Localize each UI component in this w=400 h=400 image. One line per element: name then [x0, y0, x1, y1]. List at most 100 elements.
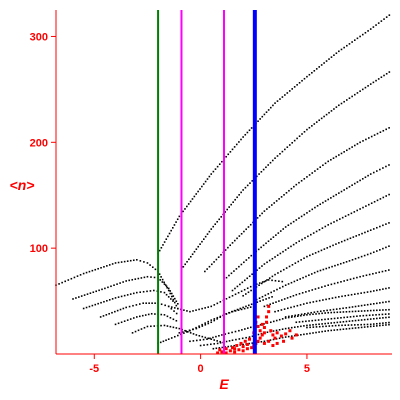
series-15-point	[164, 304, 166, 307]
series-10-point	[324, 318, 326, 321]
series-1-point	[359, 90, 361, 92]
highlight-point	[262, 331, 266, 335]
series-7-point	[375, 272, 377, 274]
series-12-point	[175, 304, 178, 307]
series-2-point	[227, 246, 229, 249]
series-21-point	[385, 316, 387, 319]
series-21-point	[348, 320, 351, 322]
series-5-point	[285, 267, 288, 269]
series-22-point	[306, 333, 308, 335]
series-8-point	[280, 309, 283, 311]
series-3-point	[388, 164, 390, 166]
series-4-point	[301, 238, 303, 241]
series-21-point	[257, 333, 260, 336]
series-3-point	[250, 254, 253, 257]
series-1-point	[330, 110, 333, 112]
series-10-point	[349, 316, 352, 318]
series-20-point	[366, 309, 369, 312]
series-21-point	[199, 344, 202, 347]
series-16-point	[120, 321, 123, 324]
series-18-point	[228, 296, 231, 299]
series-12-point	[151, 266, 154, 269]
series-21-point	[339, 321, 342, 323]
series-1-point	[204, 235, 207, 238]
series-5-point	[274, 273, 276, 276]
series-16-point	[123, 320, 126, 322]
series-20-point	[297, 315, 299, 317]
series-5-point	[300, 259, 302, 261]
series-1-point	[353, 93, 356, 96]
series-2-point	[215, 258, 218, 261]
series-5-point	[332, 244, 334, 247]
series-0-point	[163, 241, 166, 243]
series-1-point	[188, 258, 190, 261]
series-1-point	[210, 228, 213, 230]
series-3-point	[262, 244, 265, 247]
highlight-point	[271, 344, 275, 348]
series-0-point	[369, 28, 372, 30]
highlight-point	[233, 347, 237, 351]
series-4-point	[298, 240, 300, 243]
series-6-point	[261, 295, 264, 298]
series-9-point	[304, 312, 306, 315]
series-23-point	[192, 328, 194, 330]
series-7-point	[321, 286, 323, 288]
series-12-point	[111, 263, 114, 265]
series-0-point	[187, 203, 190, 205]
series-5-point	[369, 229, 372, 231]
series-12-point	[154, 268, 157, 271]
series-18-point	[249, 285, 252, 288]
series-21-point	[360, 319, 363, 321]
series-3-point	[270, 238, 272, 240]
series-21-point	[206, 343, 209, 346]
series-0-point	[214, 168, 217, 170]
series-17-point	[201, 335, 204, 338]
series-7-point	[292, 294, 295, 297]
series-21-point	[241, 337, 244, 340]
series-13-point	[163, 283, 166, 285]
series-21-point	[228, 340, 231, 342]
series-1-point	[182, 266, 185, 268]
series-0-point	[284, 94, 286, 96]
series-6-point	[334, 264, 336, 267]
series-22-point	[369, 325, 372, 328]
series-5-point	[349, 237, 352, 240]
series-12-point	[67, 279, 70, 281]
series-12-point	[94, 268, 97, 271]
series-11-point	[322, 325, 324, 328]
series-11-point	[353, 324, 356, 326]
series-20-point	[300, 314, 302, 317]
series-3-point	[260, 246, 262, 249]
series-23-point	[165, 339, 167, 342]
series-21-point	[213, 343, 216, 345]
series-8-point	[363, 291, 366, 294]
series-21-point	[297, 325, 299, 328]
series-4-point	[312, 232, 315, 234]
highlight-point	[256, 339, 260, 343]
series-4-point	[385, 195, 387, 197]
highlight-point	[239, 341, 243, 345]
series-2-point	[348, 147, 351, 150]
series-0-point	[195, 193, 198, 195]
series-20-point	[327, 311, 329, 314]
series-1-point	[220, 216, 223, 218]
series-2-point	[217, 256, 220, 258]
series-16-point	[169, 317, 172, 319]
series-8-point	[312, 301, 315, 303]
series-7-point	[365, 274, 368, 277]
series-22-point	[297, 334, 299, 337]
y-tick-label: 300	[30, 31, 48, 43]
series-7-point	[289, 296, 292, 298]
series-3-point	[292, 220, 295, 223]
series-14-point	[170, 298, 172, 300]
series-2-point	[208, 265, 211, 268]
series-0-point	[375, 24, 377, 26]
series-10-point	[298, 321, 301, 323]
series-14-point	[108, 299, 111, 301]
series-8-point	[385, 287, 387, 290]
series-1-point	[260, 170, 263, 173]
series-21-point	[372, 317, 375, 320]
series-0-point	[298, 81, 301, 84]
series-10-point	[330, 317, 333, 320]
series-1-point	[240, 191, 242, 194]
